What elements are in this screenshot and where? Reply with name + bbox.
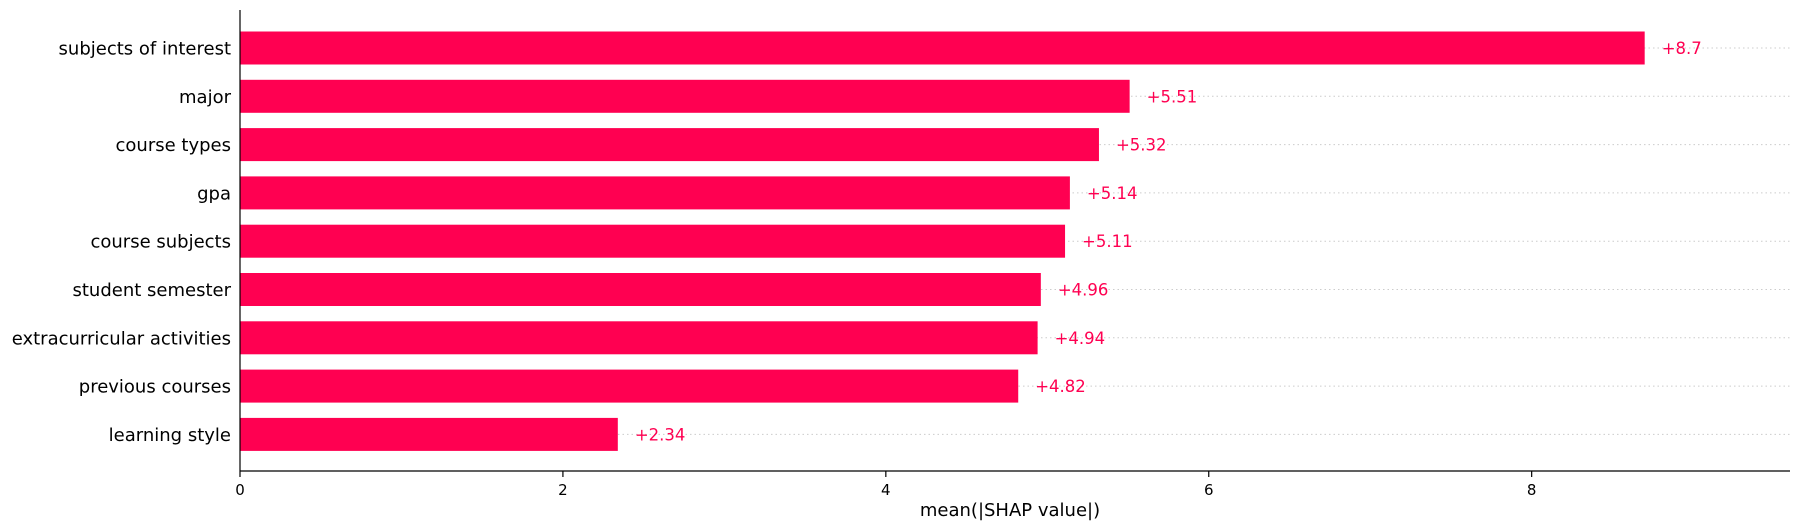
- category-label: subjects of interest: [59, 39, 231, 60]
- category-label: previous courses: [79, 377, 231, 398]
- bar: [240, 128, 1099, 162]
- bar: [240, 224, 1066, 258]
- value-label: +4.82: [1035, 377, 1086, 396]
- bar: [240, 31, 1645, 65]
- x-ticks: 0 2 4 6 8: [235, 471, 1536, 499]
- value-label: +5.14: [1087, 184, 1138, 203]
- bar: [240, 273, 1041, 306]
- value-label: +5.32: [1116, 136, 1167, 155]
- x-tick-label: 6: [1204, 481, 1214, 499]
- bar: [240, 369, 1019, 403]
- value-label: +5.11: [1082, 232, 1133, 251]
- category-label: extracurricular activities: [12, 328, 231, 349]
- x-tick-label: 8: [1527, 481, 1537, 499]
- category-label: major: [179, 87, 232, 108]
- x-tick-label: 2: [558, 481, 568, 499]
- category-labels: subjects of interest major course types gpa…: [12, 39, 232, 446]
- category-label: course subjects: [90, 232, 231, 253]
- value-label: +4.94: [1055, 329, 1106, 348]
- category-label: learning style: [109, 425, 231, 446]
- category-label: course types: [116, 135, 231, 156]
- x-tick-label: 4: [881, 481, 891, 499]
- bars: [240, 31, 1645, 451]
- bar: [240, 321, 1038, 355]
- x-axis-title: mean(|SHAP value|): [920, 500, 1100, 521]
- value-labels: +8.7 +5.51 +5.32 +5.14 +5.11 +4.96 +4.94 +4.82 +…: [635, 39, 1702, 444]
- x-tick-label: 0: [235, 481, 245, 499]
- value-label: +5.51: [1147, 87, 1198, 106]
- bar: [240, 417, 618, 451]
- category-label: gpa: [197, 183, 231, 204]
- category-label: student semester: [72, 280, 231, 301]
- value-label: +4.96: [1058, 281, 1109, 300]
- value-label: +8.7: [1662, 39, 1702, 58]
- bar: [240, 176, 1070, 210]
- value-label: +2.34: [635, 425, 686, 444]
- bar: [240, 79, 1130, 113]
